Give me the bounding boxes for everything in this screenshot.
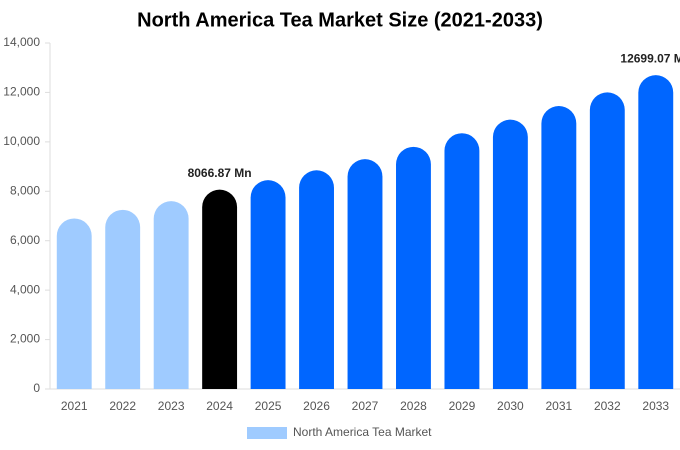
bar — [347, 159, 383, 389]
x-tick-label: 2031 — [545, 399, 572, 413]
legend-swatch — [247, 427, 287, 439]
x-tick-label: 2033 — [642, 399, 669, 413]
bar — [153, 201, 189, 389]
x-tick-label: 2028 — [400, 399, 427, 413]
bar — [492, 119, 528, 390]
bar — [589, 92, 625, 389]
data-label: 8066.87 Mn — [188, 166, 252, 180]
bar — [250, 180, 286, 389]
data-label: 12699.07 Mn — [620, 51, 680, 65]
x-tick-label: 2023 — [158, 399, 185, 413]
y-tick-label: 12,000 — [3, 85, 40, 99]
bar — [638, 75, 674, 389]
bar — [202, 189, 238, 389]
bar — [396, 146, 431, 389]
x-tick-label: 2032 — [594, 399, 621, 413]
y-tick-label: 14,000 — [3, 35, 40, 49]
bar — [444, 133, 480, 389]
x-tick-label: 2022 — [109, 399, 136, 413]
y-tick-label: 6,000 — [10, 233, 40, 247]
x-tick-label: 2021 — [61, 399, 88, 413]
x-tick-label: 2029 — [449, 399, 476, 413]
bar — [299, 170, 334, 389]
bar — [56, 218, 92, 389]
y-tick-label: 10,000 — [3, 134, 40, 148]
x-tick-label: 2024 — [206, 399, 233, 413]
legend-label: North America Tea Market — [293, 425, 432, 439]
chart-title: North America Tea Market Size (2021-2033… — [137, 9, 543, 31]
y-tick-label: 4,000 — [10, 282, 40, 296]
x-tick-label: 2030 — [497, 399, 524, 413]
y-tick-label: 2,000 — [10, 332, 40, 346]
y-tick-label: 0 — [33, 381, 40, 395]
bar — [105, 209, 141, 389]
bar — [541, 106, 577, 389]
y-tick-label: 8,000 — [10, 183, 40, 197]
x-tick-label: 2026 — [303, 399, 330, 413]
x-tick-label: 2025 — [255, 399, 282, 413]
x-tick-label: 2027 — [352, 399, 379, 413]
